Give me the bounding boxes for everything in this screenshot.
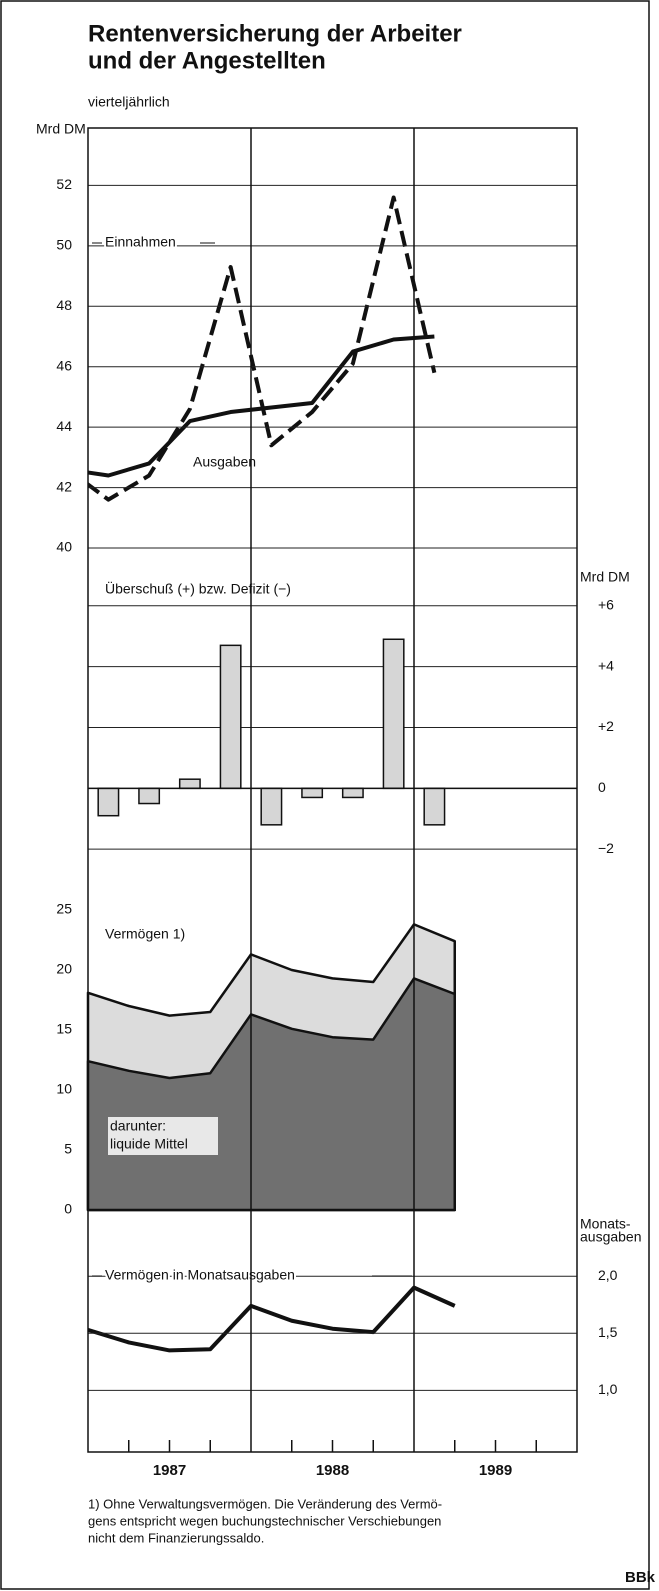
series-label: liquide Mittel (110, 1136, 188, 1152)
bar (138, 787, 161, 805)
series-label-prefix: darunter: (110, 1118, 166, 1134)
y-axis-label: ausgaben (580, 1229, 642, 1245)
series-label: Ausgaben (193, 454, 256, 470)
y-tick-label: +4 (598, 657, 614, 673)
y-tick-label: 25 (56, 901, 72, 917)
subtitle: vierteljährlich (88, 94, 170, 110)
y-tick-label: 5 (64, 1141, 72, 1157)
y-tick-label: 50 (56, 237, 72, 253)
y-tick-label: 40 (56, 539, 72, 555)
y-tick-label: 46 (56, 357, 72, 373)
y-tick-label: 10 (56, 1081, 72, 1097)
bar (341, 787, 364, 799)
line (88, 1285, 456, 1353)
bar (219, 644, 242, 790)
bar (423, 787, 446, 826)
y-tick-label: 0 (598, 779, 606, 795)
series-label: Vermögen in Monatsausgaben (105, 1267, 295, 1283)
x-tick-label: 1989 (479, 1462, 512, 1479)
footnote: 1) Ohne Verwaltungsvermögen. Die Verände… (88, 1496, 442, 1511)
y-tick-label: 0 (64, 1201, 72, 1217)
panel-title: Überschuß (+) bzw. Defizit (−) (105, 580, 291, 597)
y-tick-label: 52 (56, 176, 72, 192)
y-tick-label: 1,0 (598, 1381, 618, 1397)
y-tick-label: 15 (56, 1021, 72, 1037)
bar (260, 787, 283, 826)
y-tick-label: +2 (598, 718, 614, 734)
series-label: Vermögen 1) (105, 926, 185, 942)
bar (97, 787, 120, 817)
y-tick-label: 20 (56, 961, 72, 977)
bar (382, 638, 405, 790)
y-tick-label: −2 (598, 840, 614, 856)
footnote: gens entspricht wegen buchungstechnische… (88, 1513, 441, 1528)
footnote: nicht dem Finanzierungssaldo. (88, 1530, 264, 1545)
source: BBk (625, 1569, 656, 1586)
title-line: Rentenversicherung der Arbeiter (88, 20, 462, 47)
plot-frame (87, 127, 578, 1453)
x-tick-label: 1987 (153, 1462, 186, 1479)
y-tick-label: 44 (56, 418, 72, 434)
y-tick-label: 48 (56, 297, 72, 313)
bar (178, 778, 201, 790)
y-axis-label: Mrd DM (580, 569, 630, 585)
label-bg (108, 1117, 218, 1155)
y-tick-label: 2,0 (598, 1267, 618, 1283)
y-tick-label: 42 (56, 478, 72, 494)
y-tick-label: 1,5 (598, 1324, 618, 1340)
x-tick-label: 1988 (316, 1462, 349, 1479)
series-label: Einnahmen (105, 234, 176, 250)
y-axis-label: Mrd DM (36, 121, 86, 137)
title-line: und der Angestellten (88, 47, 326, 74)
y-axis-label: Monats- (580, 1216, 631, 1232)
bar (301, 787, 324, 799)
y-tick-label: +6 (598, 597, 614, 613)
